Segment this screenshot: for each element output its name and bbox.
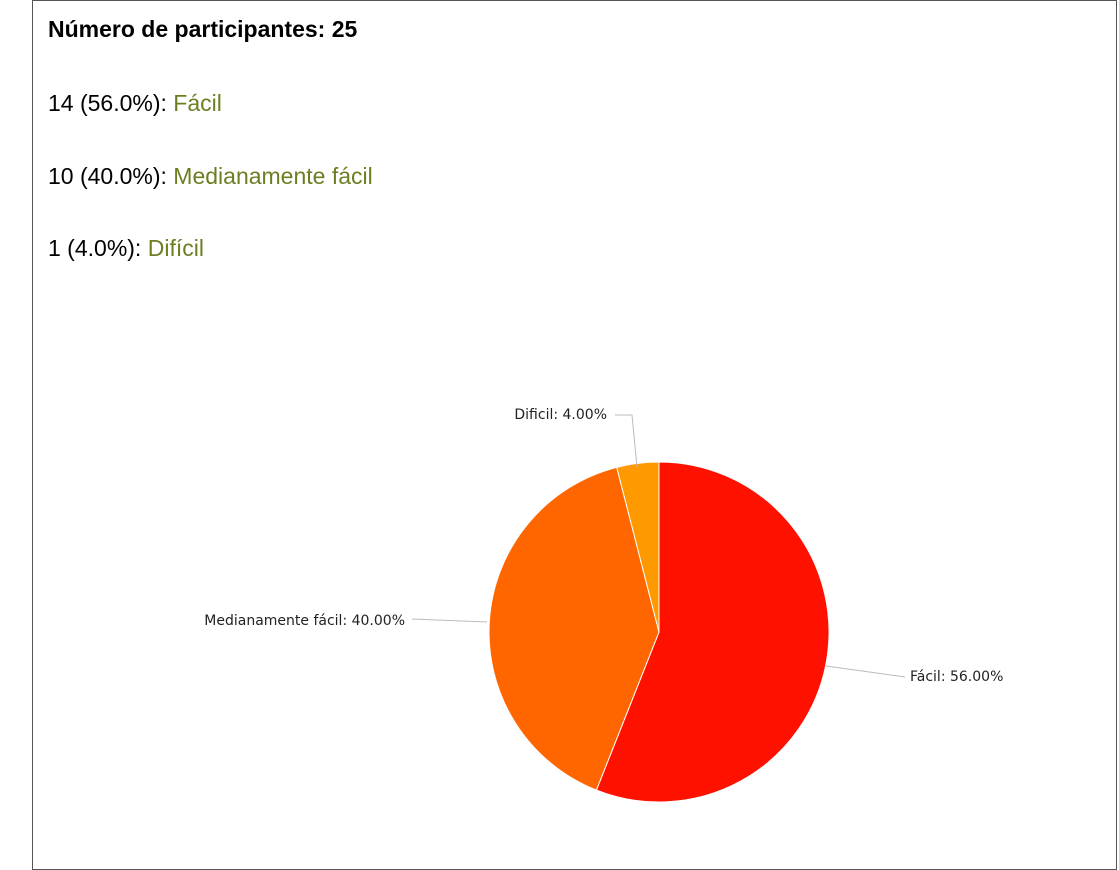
result-count: 1 (4.0%):: [48, 235, 142, 261]
result-count: 14 (56.0%):: [48, 90, 167, 116]
pie-slice: [616, 461, 660, 633]
result-line: 10 (40.0%): Medianamente fácil: [48, 163, 373, 190]
pie-slice: [595, 461, 830, 803]
slice-label: Fácil: 56.00%: [910, 669, 1003, 685]
result-count: 10 (40.0%):: [48, 163, 167, 189]
pie-slice: [488, 466, 660, 791]
slice-label: Medianamente fácil: 40.00%: [204, 613, 405, 629]
participants-header: Número de participantes: 25: [48, 16, 358, 42]
leader-line: [615, 414, 638, 468]
leader-line: [411, 618, 488, 623]
result-answer[interactable]: Difícil: [147, 235, 204, 261]
result-line: 1 (4.0%): Difícil: [48, 235, 204, 262]
leader-line: [825, 665, 906, 678]
result-answer[interactable]: Fácil: [173, 90, 222, 116]
result-answer[interactable]: Medianamente fácil: [173, 163, 373, 189]
slice-label: Dificil: 4.00%: [514, 407, 607, 423]
result-line: 14 (56.0%): Fácil: [48, 90, 222, 117]
